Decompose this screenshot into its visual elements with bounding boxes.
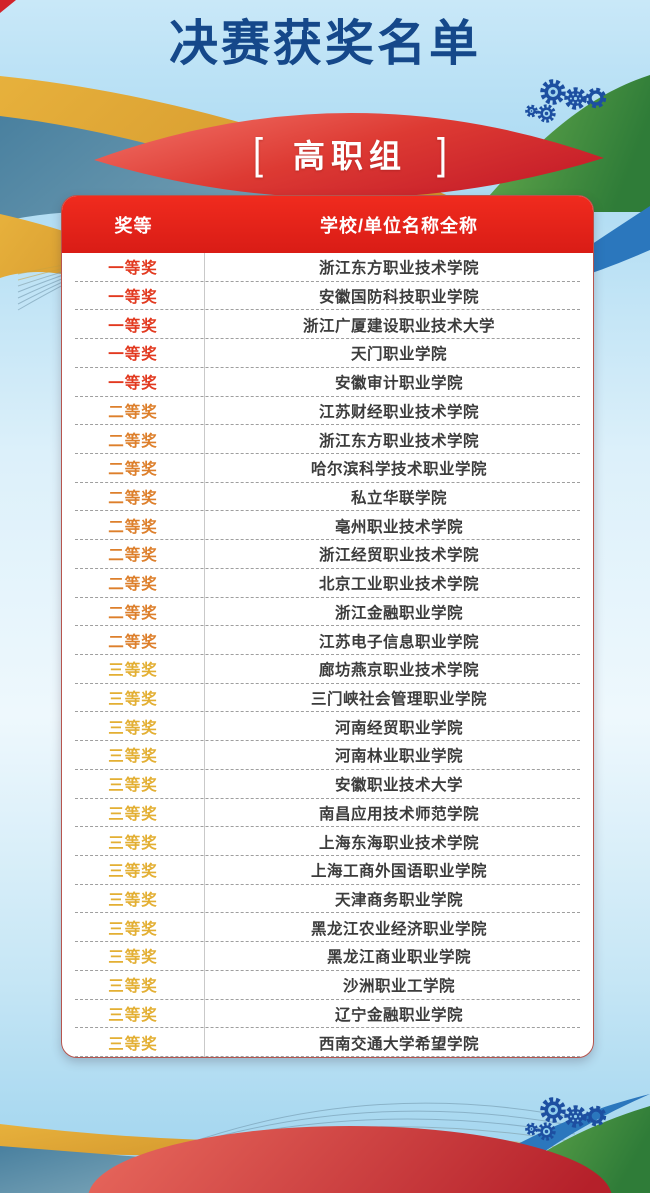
table-row: 三等奖 上海东海职业技术学院 [62, 827, 593, 856]
award-level-cell: 一等奖 [62, 253, 205, 282]
award-level-cell: 三等奖 [62, 654, 205, 684]
corner-accent [0, 0, 16, 13]
school-name-cell: 廊坊燕京职业技术学院 [318, 662, 479, 680]
group-name: 高职组 [292, 138, 407, 174]
award-level-cell: 三等奖 [62, 712, 205, 742]
school-name-cell: 哈尔滨科学技术职业学院 [310, 461, 487, 479]
school-name-cell: 沙洲职业工学院 [342, 978, 455, 996]
table-row: 二等奖 江苏财经职业技术学院 [62, 396, 593, 426]
school-name-cell: 天门职业学院 [350, 346, 447, 364]
school-name-cell: 河南林业职业学院 [334, 748, 463, 766]
table-row: 三等奖 黑龙江商业职业学院 [62, 942, 593, 971]
school-name-cell: 安徽国防科技职业学院 [318, 289, 479, 307]
award-level-cell: 一等奖 [62, 339, 205, 368]
table-row: 二等奖 北京工业职业技术学院 [62, 568, 593, 598]
award-level-cell: 二等奖 [62, 597, 205, 627]
school-name-cell: 私立华联学院 [350, 490, 447, 508]
award-level-cell: 三等奖 [62, 970, 205, 1000]
award-level-cell: 二等奖 [62, 626, 205, 655]
table-row: 三等奖 上海工商外国语职业学院 [62, 855, 593, 885]
award-level-cell: 一等奖 [62, 367, 205, 397]
award-table-card: 奖等 学校/单位名称全称 一等奖 浙江东方职业技术学院 一等奖 安徽国防科技职业学院一… [61, 195, 594, 1058]
school-name-cell: 浙江金融职业学院 [334, 604, 463, 622]
school-name-cell: 黑龙江商业职业学院 [326, 949, 471, 967]
table-row: 三等奖 西南交通大学希望学院 [62, 1028, 593, 1057]
award-level-cell: 二等奖 [62, 453, 205, 483]
award-level-cell: 三等奖 [62, 827, 205, 856]
school-name-cell: 西南交通大学希望学院 [318, 1035, 479, 1053]
table-row: 三等奖 河南林业职业学院 [62, 741, 593, 770]
school-name-cell: 江苏电子信息职业学院 [318, 633, 479, 651]
award-level-cell: 三等奖 [62, 741, 205, 770]
award-level-cell: 三等奖 [62, 913, 205, 943]
school-name-cell: 南昌应用技术师范学院 [318, 805, 479, 823]
table-row: 三等奖 安徽职业技术大学 [62, 769, 593, 799]
group-banner-label: [ 高职组 ] [95, 131, 605, 177]
school-name-cell: 上海工商外国语职业学院 [310, 863, 487, 881]
table-row: 二等奖 私立华联学院 [62, 482, 593, 512]
table-row: 二等奖 浙江东方职业技术学院 [62, 425, 593, 454]
award-level-cell: 二等奖 [62, 511, 205, 541]
award-level-cell: 二等奖 [62, 540, 205, 569]
table-row: 三等奖 天津商务职业学院 [62, 884, 593, 914]
table-row: 三等奖 三门峡社会管理职业学院 [62, 683, 593, 713]
school-name-cell: 浙江广厦建设职业技术大学 [302, 317, 495, 335]
award-level-cell: 三等奖 [62, 1028, 205, 1057]
table-row: 一等奖 安徽审计职业学院 [62, 367, 593, 397]
school-name-cell: 辽宁金融职业学院 [334, 1006, 463, 1024]
table-row: 三等奖 廊坊燕京职业技术学院 [62, 654, 593, 684]
award-level-cell: 二等奖 [62, 482, 205, 512]
award-level-cell: 三等奖 [62, 798, 205, 828]
school-name-cell: 浙江经贸职业技术学院 [318, 547, 479, 565]
award-level-cell: 一等奖 [62, 310, 205, 340]
table-header-row: 奖等 学校/单位名称全称 [62, 196, 593, 253]
school-name-cell: 北京工业职业技术学院 [318, 576, 479, 594]
table-row: 二等奖 亳州职业技术学院 [62, 511, 593, 541]
school-name-cell: 黑龙江农业经济职业学院 [310, 920, 487, 938]
school-name-cell: 浙江东方职业技术学院 [318, 432, 479, 450]
table-row: 一等奖 安徽国防科技职业学院 [62, 281, 593, 311]
school-column-header: 学校/单位名称全称 [319, 215, 478, 236]
table-row: 二等奖 哈尔滨科学技术职业学院 [62, 453, 593, 483]
bracket-right: ] [437, 128, 448, 178]
table-row: 三等奖 南昌应用技术师范学院 [62, 798, 593, 828]
award-level-cell: 三等奖 [62, 999, 205, 1029]
bracket-left: [ [252, 128, 263, 178]
award-level-cell: 二等奖 [62, 425, 205, 454]
page-title: 决赛获奖名单 [168, 17, 481, 71]
school-name-cell: 天津商务职业学院 [334, 892, 463, 910]
school-name-cell: 亳州职业技术学院 [334, 518, 463, 536]
school-name-cell: 三门峡社会管理职业学院 [310, 691, 487, 709]
award-level-cell: 三等奖 [62, 683, 205, 713]
award-level-cell: 三等奖 [62, 855, 205, 885]
table-row: 一等奖 浙江东方职业技术学院 [62, 253, 593, 282]
red-dome [88, 1126, 612, 1193]
award-level-cell: 二等奖 [62, 568, 205, 598]
award-level-cell: 二等奖 [62, 396, 205, 426]
table-row: 三等奖 辽宁金融职业学院 [62, 999, 593, 1029]
table-row: 一等奖 浙江广厦建设职业技术大学 [62, 310, 593, 340]
school-name-cell: 上海东海职业技术学院 [318, 834, 479, 852]
table-row: 一等奖 天门职业学院 [62, 339, 593, 368]
school-name-cell: 安徽职业技术大学 [334, 777, 463, 795]
table-body: 一等奖 浙江东方职业技术学院 一等奖 安徽国防科技职业学院 一等奖 浙江广厦建设职业技术大… [62, 253, 593, 1057]
award-level-cell: 三等奖 [62, 769, 205, 799]
school-name-cell: 浙江东方职业技术学院 [318, 260, 479, 278]
table-row: 二等奖 江苏电子信息职业学院 [62, 626, 593, 655]
award-level-cell: 三等奖 [62, 942, 205, 971]
group-banner-lens [94, 112, 604, 199]
table-row: 三等奖 沙洲职业工学院 [62, 970, 593, 1000]
table-row: 三等奖 河南经贸职业学院 [62, 712, 593, 742]
table-row: 二等奖 浙江金融职业学院 [62, 597, 593, 627]
table-row: 二等奖 浙江经贸职业技术学院 [62, 540, 593, 569]
award-column-header: 奖等 [114, 215, 153, 236]
school-name-cell: 安徽审计职业学院 [334, 375, 463, 393]
school-name-cell: 河南经贸职业学院 [334, 719, 463, 737]
award-level-cell: 一等奖 [62, 281, 205, 311]
school-name-cell: 江苏财经职业技术学院 [318, 403, 479, 421]
table-row: 三等奖 黑龙江农业经济职业学院 [62, 913, 593, 943]
award-level-cell: 三等奖 [62, 884, 205, 914]
